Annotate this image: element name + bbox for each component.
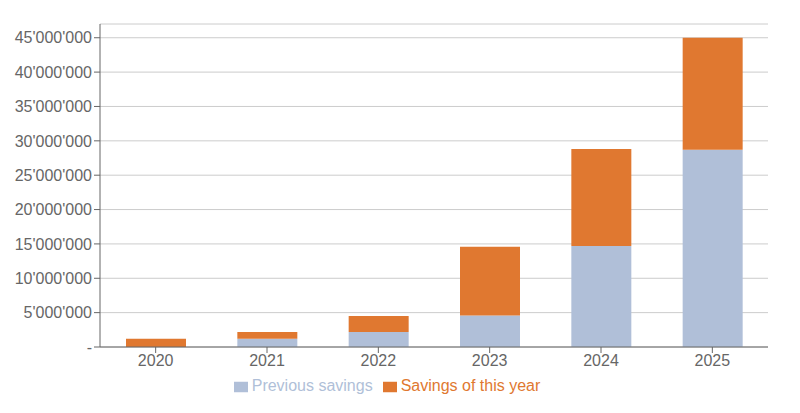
svg-text:40'000'000: 40'000'000 xyxy=(15,64,92,81)
svg-text:2025: 2025 xyxy=(695,352,731,369)
svg-text:20'000'000: 20'000'000 xyxy=(15,201,92,218)
svg-text:15'000'000: 15'000'000 xyxy=(15,236,92,253)
svg-text:2022: 2022 xyxy=(361,352,397,369)
html-text:Previous savings: Previous savings xyxy=(251,377,373,394)
svg-text:2023: 2023 xyxy=(472,352,508,369)
svg-text:-: - xyxy=(87,339,92,356)
svg-text:2020: 2020 xyxy=(138,352,174,369)
svg-text:25'000'000: 25'000'000 xyxy=(15,167,92,184)
svg-text:10'000'000: 10'000'000 xyxy=(15,270,92,287)
svg-text:45'000'000: 45'000'000 xyxy=(15,29,92,46)
svg-text:5'000'000: 5'000'000 xyxy=(24,304,93,321)
svg-text:2021: 2021 xyxy=(249,352,285,369)
svg-text:35'000'000: 35'000'000 xyxy=(15,98,92,115)
html-text:Savings of this year: Savings of this year xyxy=(400,377,541,394)
svg-text:30'000'000: 30'000'000 xyxy=(15,133,92,150)
svg-text:2024: 2024 xyxy=(583,352,619,369)
